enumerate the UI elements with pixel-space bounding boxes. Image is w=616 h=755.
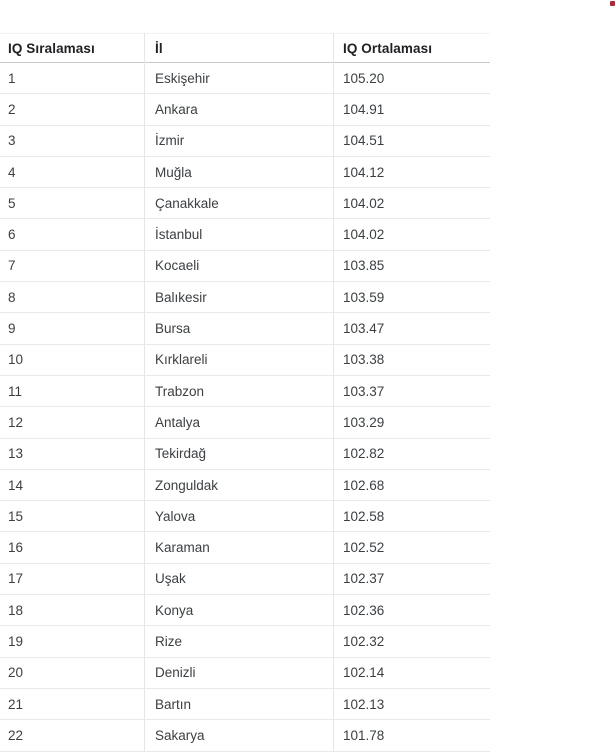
score-cell: 103.59 — [343, 289, 385, 305]
table-row: 22 Sakarya 101.78 — [0, 720, 490, 752]
score-cell: 103.85 — [343, 258, 385, 274]
city-cell: Kocaeli — [155, 258, 200, 274]
score-cell: 101.78 — [343, 727, 385, 743]
table-row: 6 İstanbul 104.02 — [0, 219, 490, 251]
table-row: 2 Ankara 104.91 — [0, 94, 490, 126]
red-marker-dot — [610, 1, 615, 6]
city-cell: Konya — [155, 602, 194, 618]
rank-cell: 8 — [8, 289, 16, 305]
score-cell: 103.38 — [343, 352, 385, 368]
table-body: 1 Eskişehir 105.20 2 Ankara 104.91 3 İzm… — [0, 63, 616, 752]
score-cell: 102.36 — [343, 602, 385, 618]
table-row: 5 Çanakkale 104.02 — [0, 188, 490, 220]
table-row: 17 Uşak 102.37 — [0, 564, 490, 596]
rank-cell: 3 — [8, 133, 16, 149]
table-row: 21 Bartın 102.13 — [0, 689, 490, 721]
city-cell: Muğla — [155, 164, 192, 180]
score-cell: 105.20 — [343, 70, 385, 86]
rank-cell: 10 — [8, 352, 24, 368]
rank-cell: 21 — [8, 696, 24, 712]
table-row: 7 Kocaeli 103.85 — [0, 251, 490, 283]
header-iq-rank: IQ Sıralaması — [8, 40, 95, 56]
score-cell: 102.32 — [343, 633, 385, 649]
score-cell: 103.29 — [343, 414, 385, 430]
table-row: 19 Rize 102.32 — [0, 626, 490, 658]
city-cell: Bursa — [155, 321, 191, 337]
score-cell: 103.37 — [343, 383, 385, 399]
rank-cell: 11 — [8, 383, 23, 399]
city-cell: Kırklareli — [155, 352, 208, 368]
score-cell: 102.58 — [343, 508, 385, 524]
rank-cell: 20 — [8, 665, 24, 681]
table-row: 4 Muğla 104.12 — [0, 157, 490, 189]
city-cell: Tekirdağ — [155, 446, 207, 462]
city-cell: Trabzon — [155, 383, 205, 399]
table-row: 9 Bursa 103.47 — [0, 313, 490, 345]
rank-cell: 15 — [8, 508, 24, 524]
city-cell: Yalova — [155, 508, 196, 524]
table-row: 15 Yalova 102.58 — [0, 501, 490, 533]
score-cell: 103.47 — [343, 321, 385, 337]
city-cell: Denizli — [155, 665, 196, 681]
column-divider-1 — [144, 33, 145, 752]
rank-cell: 18 — [8, 602, 24, 618]
rank-cell: 1 — [8, 70, 16, 86]
city-cell: Zonguldak — [155, 477, 219, 493]
city-cell: Antalya — [155, 414, 201, 430]
table-row: 20 Denizli 102.14 — [0, 658, 490, 689]
rank-cell: 16 — [8, 540, 24, 556]
rank-cell: 4 — [8, 164, 16, 180]
score-cell: 102.68 — [343, 477, 385, 493]
score-cell: 104.91 — [343, 101, 385, 117]
score-cell: 102.52 — [343, 540, 385, 556]
city-cell: İzmir — [155, 133, 185, 149]
score-cell: 104.12 — [343, 164, 385, 180]
rank-cell: 13 — [8, 446, 24, 462]
header-iq-average: IQ Ortalaması — [343, 40, 433, 56]
rank-cell: 5 — [8, 195, 16, 211]
city-cell: Çanakkale — [155, 195, 219, 211]
table-row: 11 Trabzon 103.37 — [0, 376, 490, 408]
score-cell: 102.37 — [343, 571, 385, 587]
table-row: 16 Karaman 102.52 — [0, 532, 490, 564]
rank-cell: 9 — [8, 321, 16, 337]
rank-cell: 7 — [8, 258, 16, 274]
city-cell: İstanbul — [155, 227, 203, 243]
table-header-row: IQ Sıralaması İl IQ Ortalaması — [0, 33, 490, 63]
rank-cell: 14 — [8, 477, 24, 493]
city-cell: Ankara — [155, 101, 198, 117]
rank-cell: 2 — [8, 101, 16, 117]
header-province: İl — [155, 40, 163, 56]
city-cell: Rize — [155, 633, 183, 649]
city-cell: Bartın — [155, 696, 192, 712]
score-cell: 104.51 — [343, 133, 385, 149]
table-row: 18 Konya 102.36 — [0, 595, 490, 627]
score-cell: 102.13 — [343, 696, 385, 712]
rank-cell: 6 — [8, 227, 16, 243]
city-cell: Eskişehir — [155, 70, 210, 86]
score-cell: 104.02 — [343, 195, 385, 211]
table-row: 12 Antalya 103.29 — [0, 407, 490, 439]
rank-cell: 12 — [8, 414, 24, 430]
city-cell: Sakarya — [155, 727, 205, 743]
iq-ranking-table: IQ Sıralaması İl IQ Ortalaması 1 Eskişeh… — [0, 33, 616, 752]
table-row: 13 Tekirdağ 102.82 — [0, 439, 490, 470]
table-row: 14 Zonguldak 102.68 — [0, 470, 490, 502]
table-row: 3 İzmir 104.51 — [0, 126, 490, 157]
rank-cell: 19 — [8, 633, 24, 649]
rank-cell: 17 — [8, 571, 24, 587]
city-cell: Karaman — [155, 540, 210, 556]
table-row: 8 Balıkesir 103.59 — [0, 282, 490, 314]
rank-cell: 22 — [8, 727, 24, 743]
score-cell: 102.82 — [343, 446, 385, 462]
table-row: 1 Eskişehir 105.20 — [0, 63, 490, 95]
score-cell: 104.02 — [343, 227, 385, 243]
city-cell: Balıkesir — [155, 289, 207, 305]
city-cell: Uşak — [155, 571, 186, 587]
score-cell: 102.14 — [343, 665, 385, 681]
table-row: 10 Kırklareli 103.38 — [0, 345, 490, 376]
column-divider-2 — [333, 33, 334, 752]
